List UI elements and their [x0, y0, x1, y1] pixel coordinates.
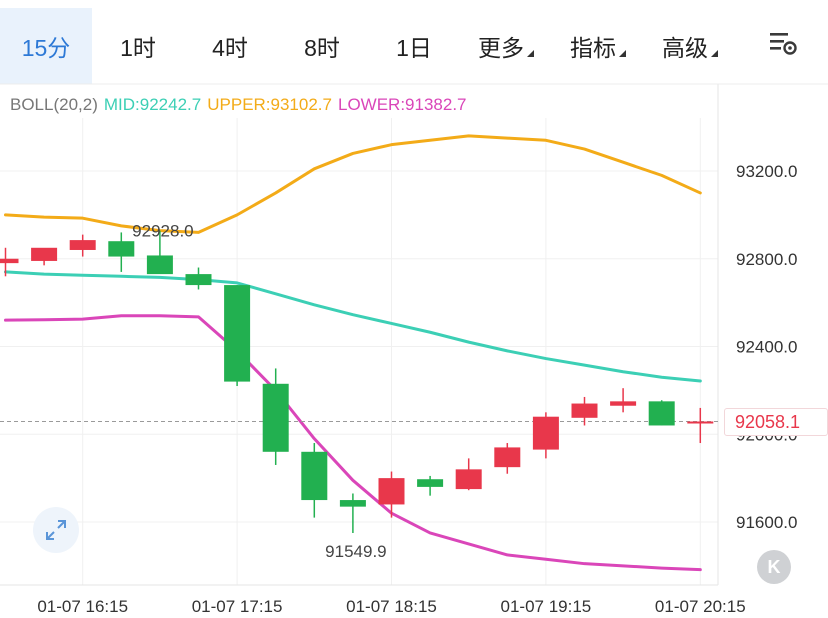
expand-button[interactable]: [33, 507, 79, 553]
x-tick-label: 01-07 16:15: [37, 597, 128, 616]
tab-5[interactable]: 更多: [460, 8, 552, 84]
candle-body: [648, 401, 675, 426]
boll-name: BOLL(20,2): [10, 95, 98, 114]
boll-mid-line: [4, 270, 702, 383]
boll-mid-value: MID:92242.7: [103, 95, 202, 114]
tab-label: 更多: [478, 35, 524, 61]
x-tick-label: 01-07 18:15: [346, 597, 437, 616]
tab-4[interactable]: 1日: [368, 8, 460, 84]
boll-upper-value: UPPER:93102.7: [207, 95, 332, 114]
k-logo-icon: K: [767, 556, 781, 577]
dropdown-caret-icon: [711, 49, 718, 57]
price-annotation: 91549.9: [325, 542, 386, 561]
candle-body: [378, 478, 405, 505]
candle-body: [610, 401, 637, 406]
x-tick-label: 01-07 20:15: [655, 597, 746, 616]
candle-body: [31, 247, 58, 261]
candle-body: [262, 383, 289, 452]
candle-body: [108, 241, 135, 257]
tab-label: 4时: [212, 35, 248, 61]
boll-indicator-legend: BOLL(20,2) MID:92242.7 UPPER:93102.7 LOWER:…: [10, 95, 473, 115]
expand-icon: [46, 520, 66, 540]
candle-body: [69, 240, 96, 250]
tab-label: 高级: [662, 35, 708, 61]
x-tick-label: 01-07 19:15: [501, 597, 592, 616]
candle-body: [146, 255, 173, 275]
candle-body: [185, 274, 212, 286]
dropdown-caret-icon: [619, 49, 626, 57]
tab-label: 1时: [120, 35, 156, 61]
current-price-value: 92058.1: [735, 411, 801, 432]
candle-body: [455, 469, 482, 490]
candle-body: [301, 451, 328, 501]
y-tick-label: 92400.0: [736, 338, 797, 357]
y-tick-label: 91600.0: [736, 513, 797, 532]
candle-body: [224, 285, 251, 382]
candle-body: [339, 500, 366, 507]
tab-3[interactable]: 8时: [276, 8, 368, 84]
candle-body: [417, 479, 444, 487]
current-price-tag: 92058.1: [724, 408, 828, 436]
boll-lower-value: LOWER:91382.7: [337, 95, 467, 114]
tab-1[interactable]: 1时: [92, 8, 184, 84]
y-tick-label: 92800.0: [736, 250, 797, 269]
dropdown-caret-icon: [527, 49, 534, 57]
boll-upper-line: [4, 134, 702, 234]
candle-body: [687, 421, 714, 424]
candle-body: [494, 447, 521, 468]
x-tick-label: 01-07 17:15: [192, 597, 283, 616]
k-logo-button[interactable]: K: [757, 550, 791, 584]
boll-lower-line: [4, 314, 702, 572]
tab-7[interactable]: 高级: [644, 8, 736, 84]
tab-2[interactable]: 4时: [184, 8, 276, 84]
tab-label: 1日: [396, 35, 432, 61]
chart-settings-icon[interactable]: [768, 28, 798, 58]
tab-label: 15分: [21, 35, 71, 61]
tab-label: 8时: [304, 35, 340, 61]
tab-label: 指标: [570, 35, 616, 61]
tab-0[interactable]: 15分: [0, 8, 92, 84]
candle-body: [571, 403, 598, 418]
tab-6[interactable]: 指标: [552, 8, 644, 84]
timeframe-tabbar: 15分 1时 4时 8时 1日 更多 指标 高级: [0, 8, 828, 84]
price-annotation: 92928.0: [132, 222, 193, 241]
y-tick-label: 93200.0: [736, 162, 797, 181]
candle-body: [532, 416, 559, 450]
candle-body: [0, 258, 19, 264]
